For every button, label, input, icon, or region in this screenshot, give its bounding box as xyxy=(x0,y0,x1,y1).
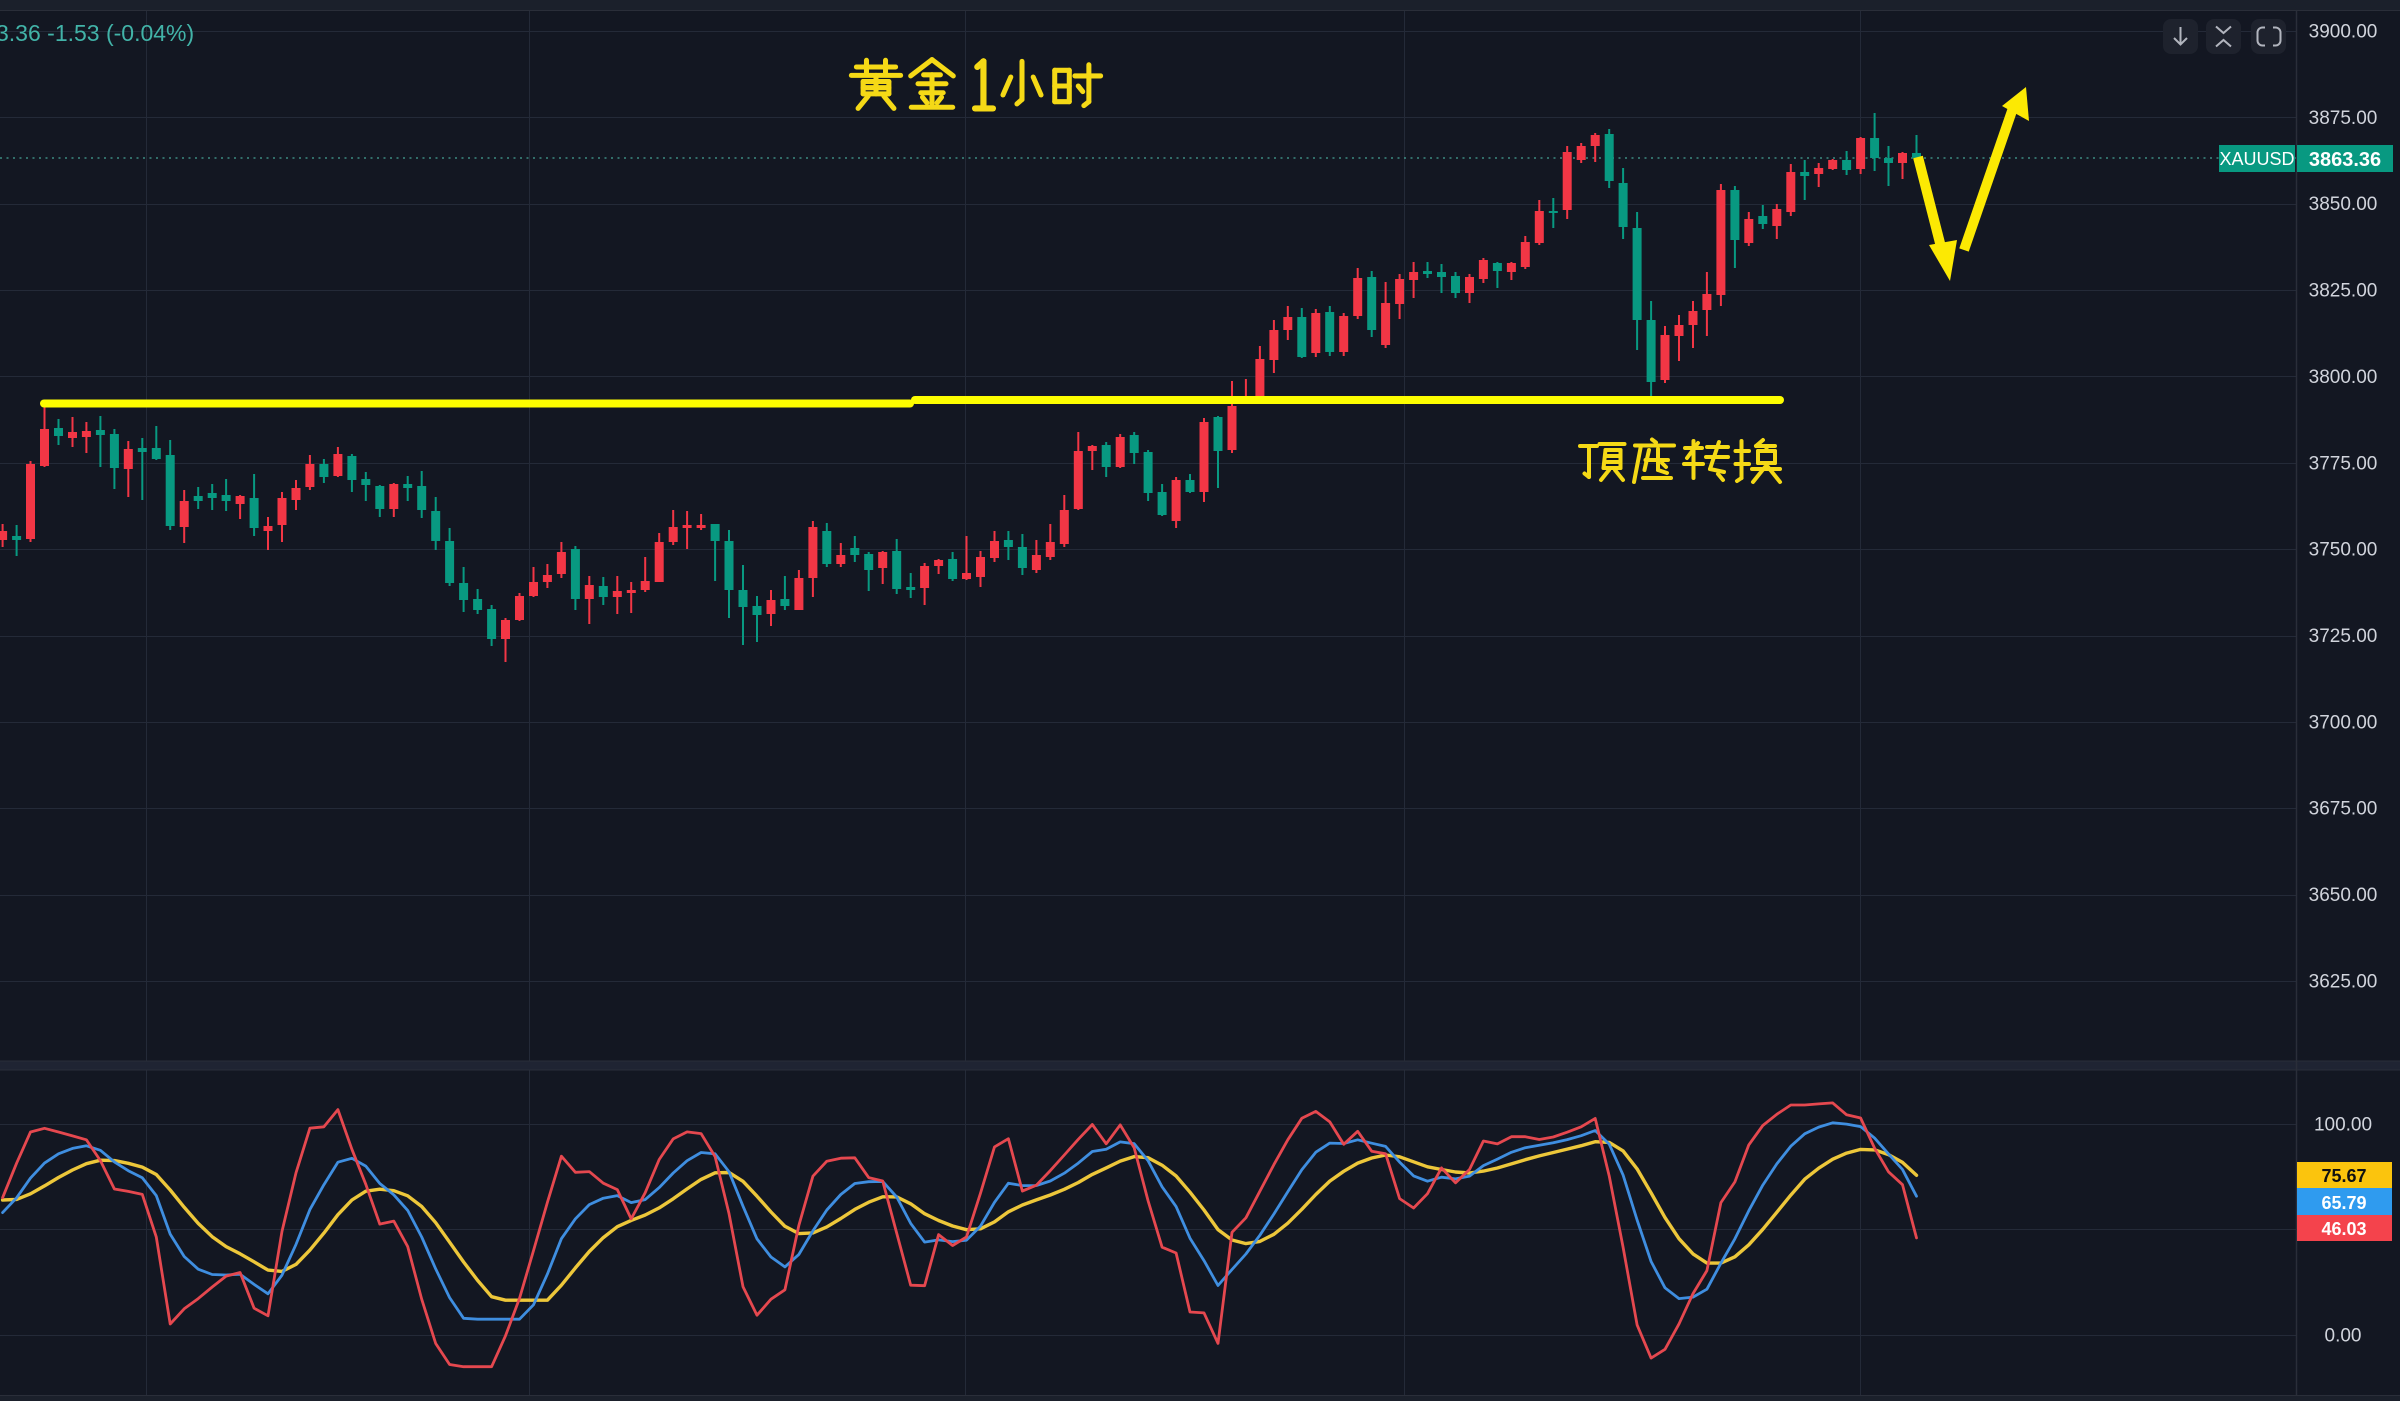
svg-text:100.00: 100.00 xyxy=(2314,1115,2372,1136)
svg-text:3775.00: 3775.00 xyxy=(2309,453,2378,474)
svg-text:3900.00: 3900.00 xyxy=(2309,22,2378,43)
svg-text:3675.00: 3675.00 xyxy=(2309,799,2378,820)
svg-text:XAUUSD: XAUUSD xyxy=(2219,149,2294,169)
svg-text:3800.00: 3800.00 xyxy=(2309,367,2378,388)
svg-text:3.36 -1.53 (-0.04%): 3.36 -1.53 (-0.04%) xyxy=(0,20,194,46)
svg-text:65.79: 65.79 xyxy=(2321,1193,2366,1213)
svg-text:3625.00: 3625.00 xyxy=(2309,972,2378,993)
svg-text:46.03: 46.03 xyxy=(2321,1219,2366,1239)
svg-text:0.00: 0.00 xyxy=(2325,1326,2362,1347)
svg-text:3863.36: 3863.36 xyxy=(2309,149,2381,171)
svg-text:3875.00: 3875.00 xyxy=(2309,108,2378,129)
svg-text:3850.00: 3850.00 xyxy=(2309,194,2378,215)
svg-text:3750.00: 3750.00 xyxy=(2309,540,2378,561)
svg-text:3725.00: 3725.00 xyxy=(2309,626,2378,647)
svg-text:3700.00: 3700.00 xyxy=(2309,712,2378,733)
svg-text:75.67: 75.67 xyxy=(2321,1166,2366,1186)
svg-text:3825.00: 3825.00 xyxy=(2309,281,2378,302)
svg-text:3650.00: 3650.00 xyxy=(2309,885,2378,906)
